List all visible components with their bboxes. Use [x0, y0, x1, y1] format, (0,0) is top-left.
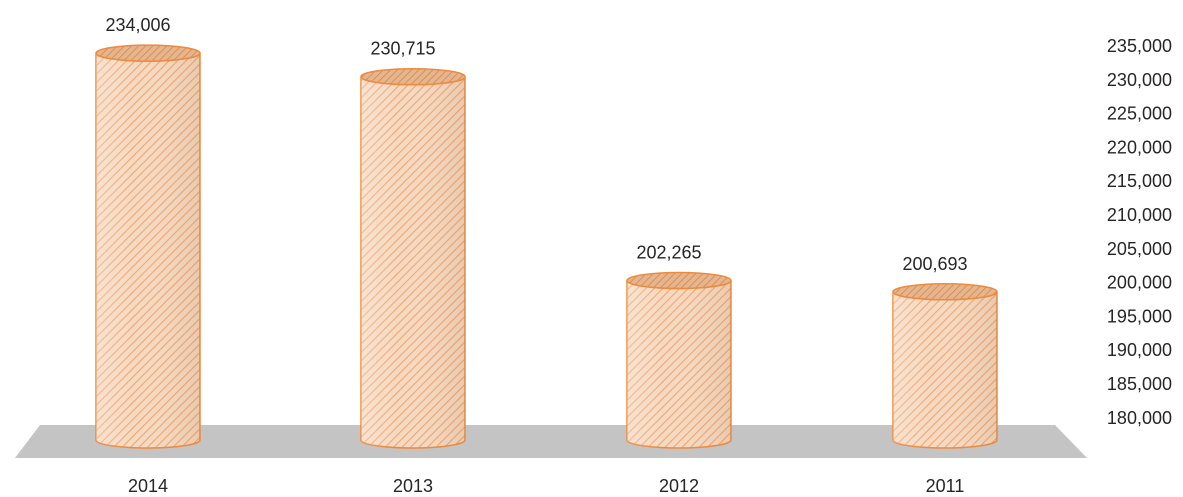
y-tick-label: 180,000	[1107, 408, 1172, 428]
data-label-2012: 202,265	[636, 243, 701, 263]
bar-2013	[360, 67, 466, 449]
bar-2014	[95, 44, 201, 449]
bar-2011	[892, 283, 998, 449]
x-tick-label-2014: 2014	[128, 476, 168, 496]
y-tick-label: 210,000	[1107, 205, 1172, 225]
y-axis: 180,000 185,000 190,000 195,000 200,000 205,0…	[1107, 36, 1172, 428]
y-tick-label: 220,000	[1107, 137, 1172, 157]
x-tick-label-2013: 2013	[393, 476, 433, 496]
data-label-2011: 200,693	[902, 254, 967, 274]
y-tick-label: 205,000	[1107, 239, 1172, 259]
y-tick-label: 235,000	[1107, 36, 1172, 56]
y-tick-label: 200,000	[1107, 273, 1172, 293]
y-tick-label: 230,000	[1107, 70, 1172, 90]
y-tick-label: 215,000	[1107, 171, 1172, 191]
y-tick-label: 190,000	[1107, 340, 1172, 360]
x-tick-label-2011: 2011	[926, 476, 965, 496]
y-tick-label: 225,000	[1107, 104, 1172, 124]
y-tick-label: 185,000	[1107, 374, 1172, 394]
y-tick-label: 195,000	[1107, 306, 1172, 326]
data-label-2013: 230,715	[370, 39, 435, 59]
bar-2012	[626, 271, 732, 449]
data-label-2014: 234,006	[105, 15, 170, 35]
chart-floor	[15, 425, 1087, 458]
x-tick-label-2012: 2012	[659, 476, 699, 496]
